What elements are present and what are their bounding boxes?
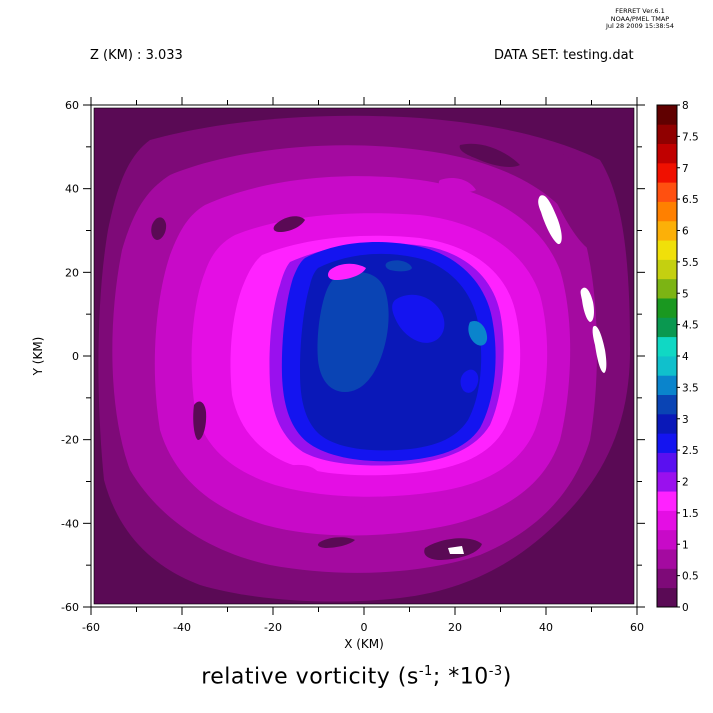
x-tick-label: 0 <box>361 621 368 634</box>
caption-sup1: -1 <box>418 664 433 679</box>
patch-ne-outer <box>537 149 602 251</box>
colorbar-swatch <box>657 452 677 473</box>
colorbar-swatch <box>657 394 677 415</box>
colorbar-swatch <box>657 471 677 492</box>
inner-cell-north <box>385 260 412 272</box>
colorbar-swatch <box>657 568 677 589</box>
colorbar-swatch <box>657 124 677 145</box>
colorbar-label: 1.5 <box>682 508 699 520</box>
white-patch-3 <box>592 325 607 373</box>
patch-south-dark <box>317 537 355 548</box>
inner-cell-south <box>460 369 479 393</box>
colorbar-label: 8 <box>682 100 689 112</box>
colorbar-swatch <box>657 259 677 280</box>
colorbar-swatch <box>657 375 677 396</box>
patch-north-dark <box>273 216 305 232</box>
colorbar-swatch <box>657 587 677 608</box>
colorbar-label: 7.5 <box>682 131 699 143</box>
caption-main: relative vorticity (s <box>201 664 419 690</box>
caption-mid: ; *10 <box>432 664 489 690</box>
colorbar-label: 2 <box>682 477 689 489</box>
colorbar-label: 3.5 <box>682 382 699 394</box>
y-axis-label: Y (KM) <box>31 337 45 377</box>
y-tick-label: 60 <box>65 99 79 112</box>
inner-cell-blue <box>468 320 488 346</box>
colorbar-swatch <box>657 105 677 125</box>
dataset-label: DATA SET: testing.dat <box>494 48 634 63</box>
colorbar-swatch <box>657 549 677 569</box>
colorbar-label: 3 <box>682 414 689 426</box>
colorbar-swatch <box>657 162 677 183</box>
colorbar-swatch <box>657 529 677 550</box>
ferret-stamp: FERRET Ver.6.1 NOAA/PMEL TMAP Jul 28 200… <box>600 7 680 31</box>
inner-cell-east <box>392 294 445 343</box>
colorbar-label: 5.5 <box>682 257 699 269</box>
x-tick-label: 60 <box>630 621 644 634</box>
chart-caption: relative vorticity (s-1; *10-3) <box>0 664 713 689</box>
y-tick-label: 20 <box>65 266 79 279</box>
caption-sup2: -3 <box>488 664 503 679</box>
colorbar-swatch <box>657 143 677 164</box>
white-patch-4 <box>448 546 464 554</box>
white-patch-2 <box>580 287 594 322</box>
y-tick-label: -20 <box>61 434 79 447</box>
z-level-label: Z (KM) : 3.033 <box>90 48 183 63</box>
ferret-version: FERRET Ver.6.1 <box>615 7 665 15</box>
x-axis-label: X (KM) <box>344 637 384 651</box>
x-tick-label: -60 <box>82 621 100 634</box>
colorbar-swatch <box>657 278 677 299</box>
colorbar-label: 6 <box>682 226 689 238</box>
stripe-north <box>438 178 476 193</box>
colorbar-swatch <box>657 413 677 434</box>
y-tick-label: 40 <box>65 183 79 196</box>
colorbar-swatch <box>657 356 677 376</box>
caption-end: ) <box>502 664 512 690</box>
patch-sw-dark <box>193 401 207 440</box>
colorbar-swatch <box>657 201 677 222</box>
patch-ne-dark <box>459 143 520 168</box>
axes: -60 -40 -20 0 20 40 60 -60 -40 -20 0 20 40 60 <box>61 97 645 634</box>
colorbar-swatch <box>657 491 677 511</box>
colorbar-label: 6.5 <box>682 194 699 206</box>
colorbar-swatch <box>657 182 677 202</box>
y-tick-label: 0 <box>72 350 79 363</box>
colorbar-swatch <box>657 220 677 241</box>
ferret-org: NOAA/PMEL TMAP <box>610 14 670 23</box>
colorbar-label: 7 <box>682 163 689 175</box>
y-tick-label: -40 <box>61 517 79 530</box>
x-tick-label: 20 <box>448 621 462 634</box>
x-tick-label: -20 <box>264 621 282 634</box>
colorbar-swatch <box>657 510 677 531</box>
colorbar-label: 4.5 <box>682 320 699 332</box>
colorbar-label: 5 <box>682 288 689 300</box>
patch-west-dark <box>151 217 167 240</box>
blob-nw <box>328 263 366 280</box>
colorbar-label: 0 <box>682 602 689 614</box>
x-tick-label: -40 <box>173 621 191 634</box>
plot-frame-inner <box>93 107 635 605</box>
colorbar-label: 0.5 <box>682 571 699 583</box>
y-tick-label: -60 <box>61 601 79 614</box>
contour-level-8 <box>317 272 389 392</box>
blob-sw <box>278 464 318 479</box>
colorbar: 0 0.5 1 1.5 2 2.5 3 3.5 4 4.5 5 5.5 6 6.5 7 7.5 8 <box>656 100 699 614</box>
colorbar-label: 4 <box>682 351 689 363</box>
colorbar-swatch <box>657 240 677 260</box>
colorbar-swatch <box>657 317 677 338</box>
contour-field <box>94 108 634 604</box>
colorbar-swatch <box>657 298 677 318</box>
stripe-south <box>359 500 450 516</box>
colorbar-swatch <box>657 336 677 357</box>
colorbar-label: 2.5 <box>682 445 699 457</box>
colorbar-swatch <box>657 433 677 453</box>
ferret-date: Jul 28 2009 15:38:54 <box>605 22 675 30</box>
x-tick-label: 40 <box>539 621 553 634</box>
white-patch-1 <box>538 195 562 245</box>
colorbar-label: 1 <box>682 539 689 551</box>
